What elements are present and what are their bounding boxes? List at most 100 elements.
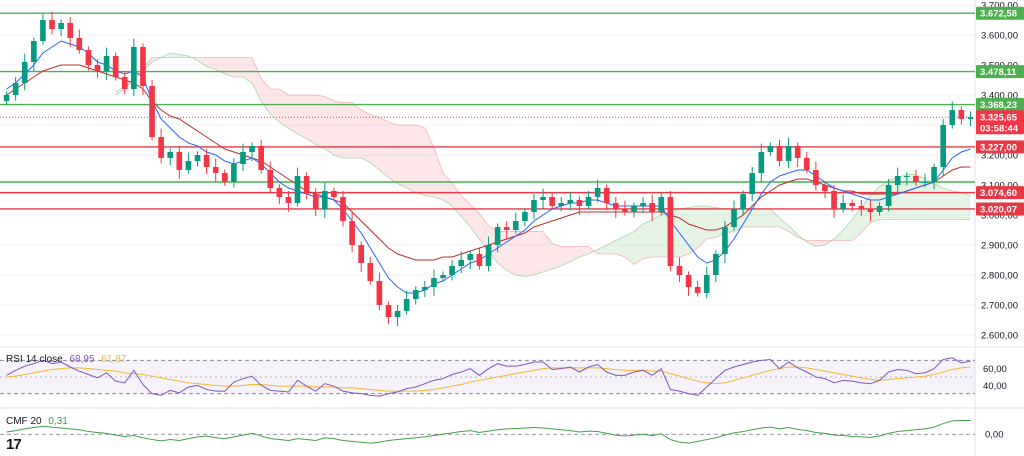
- candle-body: [894, 176, 901, 185]
- candle-body: [103, 56, 110, 71]
- cloud-segment: [306, 95, 316, 145]
- candle-body: [476, 254, 483, 266]
- rsi-value: 68,95: [69, 354, 95, 365]
- cloud-segment: [479, 213, 489, 251]
- tradingview-logo[interactable]: 17: [6, 436, 22, 453]
- candle-body: [967, 117, 974, 119]
- price-tick-label: 2.700,00: [981, 301, 1018, 312]
- cloud-segment: [679, 207, 689, 257]
- cloud-segment: [579, 246, 589, 257]
- level-tag-label: 3.020,07: [980, 204, 1017, 215]
- cloud-segment: [233, 57, 243, 77]
- candle-body: [376, 281, 383, 305]
- candle-body: [922, 182, 928, 183]
- price-tick-label: 2.600,00: [981, 331, 1018, 342]
- countdown-label: 03:58:44: [980, 123, 1019, 134]
- cloud-segment: [834, 230, 844, 241]
- cloud-segment: [433, 147, 444, 200]
- candle-body: [531, 200, 537, 212]
- cloud-segment: [170, 53, 180, 58]
- candle-body: [558, 203, 565, 206]
- candle-body: [149, 86, 155, 137]
- level-tag: [976, 6, 1024, 20]
- cloud-segment: [697, 206, 707, 248]
- cloud-segment: [397, 125, 407, 188]
- candle-body: [822, 185, 828, 191]
- cloud-segment: [461, 195, 471, 227]
- cloud-segment: [952, 191, 962, 220]
- candle-body: [685, 275, 692, 287]
- cloud-segment: [470, 204, 480, 239]
- candle-body: [940, 125, 946, 167]
- cloud-segment: [261, 78, 271, 115]
- candle-body: [231, 164, 237, 182]
- cloud-segment: [333, 101, 344, 158]
- rsi-ma-value: 61,87: [101, 354, 127, 365]
- cloud-segment: [152, 57, 162, 62]
- price-tick-label: 3.700,00: [981, 1, 1018, 12]
- candle-body: [749, 173, 756, 194]
- candle-body: [49, 20, 55, 29]
- cloud-segment: [761, 209, 771, 227]
- candle-body: [212, 167, 219, 173]
- cloud-segment: [215, 57, 225, 74]
- candle-body: [221, 173, 228, 182]
- cloud-segment: [961, 192, 971, 220]
- cloud-segment: [533, 231, 544, 275]
- candle-body: [913, 176, 919, 182]
- candle-body: [94, 65, 101, 71]
- candle-body: [567, 200, 574, 203]
- level-tag-label: 3.478,11: [980, 67, 1017, 78]
- candle-body: [594, 188, 601, 197]
- cloud-segment: [270, 89, 280, 122]
- candle-body: [858, 206, 865, 209]
- cloud-segment: [452, 183, 462, 217]
- cloud-segment: [906, 174, 916, 220]
- candle-body: [731, 209, 737, 227]
- candle-body: [140, 47, 146, 86]
- candle-body: [640, 203, 646, 206]
- candle-body: [776, 146, 783, 161]
- cloud-segment: [633, 224, 644, 265]
- candle-body: [167, 152, 174, 158]
- cloud-segment: [161, 53, 171, 58]
- cmf-legend: CMF 20 0,31: [6, 416, 68, 427]
- cloud-segment: [797, 234, 807, 242]
- rsi-tick-label: 40,00: [983, 381, 1007, 392]
- candle-body: [522, 212, 528, 221]
- rsi-band: [0, 360, 975, 394]
- candle-body: [85, 50, 92, 65]
- candle-body: [658, 197, 665, 212]
- level-tag-label: 3.074,60: [980, 188, 1017, 199]
- cloud-segment: [688, 206, 698, 254]
- cloud-segment: [615, 236, 625, 257]
- candle-body: [358, 245, 365, 263]
- cloud-segment: [315, 95, 325, 149]
- cloud-segment: [861, 195, 871, 233]
- cloud-segment: [706, 206, 716, 239]
- cloud-segment: [388, 122, 398, 184]
- cloud-segment: [415, 125, 425, 196]
- cloud-segment: [597, 245, 607, 254]
- candle-body: [294, 176, 301, 203]
- cmf-line: [6, 419, 971, 444]
- candle-body: [340, 197, 346, 221]
- candle-body: [867, 209, 874, 212]
- candle-body: [849, 203, 856, 206]
- cloud-segment: [779, 218, 789, 232]
- level-tag: [976, 186, 1024, 200]
- cloud-segment: [806, 240, 816, 247]
- cloud-segment: [297, 95, 307, 139]
- level-tag: [976, 202, 1024, 216]
- candle-body: [485, 245, 492, 266]
- candle-body: [549, 197, 555, 206]
- candle-body: [903, 176, 910, 177]
- candle-body: [331, 191, 337, 197]
- candle-body: [40, 20, 46, 41]
- candle-body: [603, 188, 610, 203]
- rsi-line: [6, 357, 971, 397]
- candle-body: [722, 227, 728, 254]
- candle-body: [240, 152, 246, 164]
